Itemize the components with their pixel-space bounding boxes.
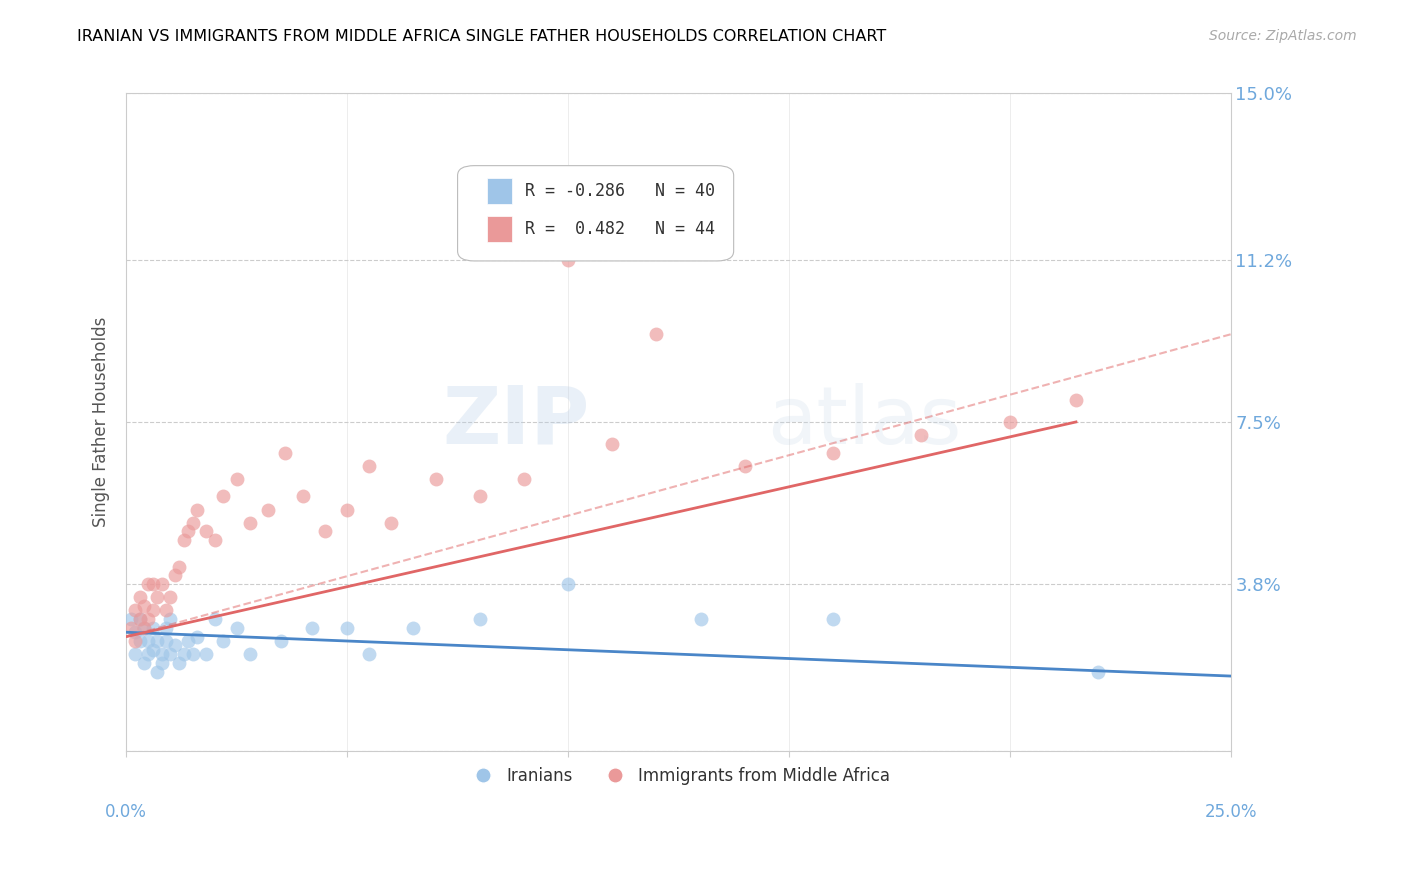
Point xyxy=(910,428,932,442)
Text: IRANIAN VS IMMIGRANTS FROM MIDDLE AFRICA SINGLE FATHER HOUSEHOLDS CORRELATION CH: IRANIAN VS IMMIGRANTS FROM MIDDLE AFRICA… xyxy=(77,29,887,44)
Point xyxy=(256,502,278,516)
Point xyxy=(163,568,186,582)
Text: ZIP: ZIP xyxy=(443,383,591,461)
Point xyxy=(181,516,204,530)
Text: atlas: atlas xyxy=(766,383,962,461)
Text: Source: ZipAtlas.com: Source: ZipAtlas.com xyxy=(1209,29,1357,43)
Point xyxy=(380,516,402,530)
Point xyxy=(314,524,336,539)
Point xyxy=(1064,392,1087,407)
Point xyxy=(155,621,177,635)
Point xyxy=(468,490,491,504)
Point xyxy=(173,647,195,661)
Point xyxy=(124,603,146,617)
Point xyxy=(212,634,235,648)
Bar xyxy=(488,178,512,204)
Point xyxy=(128,634,150,648)
Point xyxy=(186,630,208,644)
Point xyxy=(177,634,200,648)
Point xyxy=(124,647,146,661)
Point xyxy=(124,625,146,640)
Point xyxy=(734,458,756,473)
Point xyxy=(274,445,297,459)
Point xyxy=(150,656,173,670)
Point xyxy=(146,665,169,679)
Point xyxy=(998,415,1021,429)
Point xyxy=(225,472,247,486)
Point xyxy=(359,647,381,661)
Text: R = -0.286   N = 40: R = -0.286 N = 40 xyxy=(524,182,716,200)
Point xyxy=(204,612,226,626)
Point xyxy=(159,647,181,661)
Point xyxy=(169,656,191,670)
FancyBboxPatch shape xyxy=(457,166,734,261)
Point xyxy=(173,533,195,548)
Point xyxy=(132,621,155,635)
Point xyxy=(557,252,579,267)
Point xyxy=(181,647,204,661)
Point xyxy=(1087,665,1109,679)
Point xyxy=(468,612,491,626)
Point xyxy=(138,612,160,626)
Point xyxy=(513,472,536,486)
Point xyxy=(132,656,155,670)
Point xyxy=(138,647,160,661)
Point xyxy=(146,590,169,604)
Point xyxy=(177,524,200,539)
Point xyxy=(138,634,160,648)
Point xyxy=(142,577,165,591)
Point xyxy=(359,458,381,473)
Point xyxy=(194,524,217,539)
Point xyxy=(600,437,623,451)
Point xyxy=(132,621,155,635)
Point xyxy=(186,502,208,516)
Point xyxy=(645,327,668,342)
Text: R =  0.482   N = 44: R = 0.482 N = 44 xyxy=(524,219,716,238)
Y-axis label: Single Father Households: Single Father Households xyxy=(93,317,110,527)
Point xyxy=(270,634,292,648)
Point xyxy=(194,647,217,661)
Point xyxy=(150,647,173,661)
Point xyxy=(239,516,262,530)
Point xyxy=(212,490,235,504)
Point xyxy=(291,490,314,504)
Point xyxy=(204,533,226,548)
Point xyxy=(425,472,447,486)
Point xyxy=(336,621,359,635)
Point xyxy=(557,577,579,591)
Point xyxy=(336,502,359,516)
Point xyxy=(163,639,186,653)
Point xyxy=(239,647,262,661)
Point xyxy=(124,634,146,648)
Point xyxy=(150,577,173,591)
Point xyxy=(159,590,181,604)
Point xyxy=(142,642,165,657)
Point xyxy=(146,634,169,648)
Point xyxy=(821,445,844,459)
Point xyxy=(402,621,425,635)
Point xyxy=(138,577,160,591)
Point xyxy=(225,621,247,635)
Point xyxy=(142,621,165,635)
Point xyxy=(128,590,150,604)
Point xyxy=(120,621,142,635)
Point xyxy=(128,612,150,626)
Point xyxy=(169,559,191,574)
Bar xyxy=(488,216,512,242)
Point xyxy=(821,612,844,626)
Point xyxy=(128,612,150,626)
Point xyxy=(159,612,181,626)
Point xyxy=(132,599,155,613)
Point xyxy=(301,621,323,635)
Point xyxy=(155,634,177,648)
Text: 0.0%: 0.0% xyxy=(105,803,148,822)
Legend: Iranians, Immigrants from Middle Africa: Iranians, Immigrants from Middle Africa xyxy=(460,760,897,791)
Point xyxy=(155,603,177,617)
Text: 25.0%: 25.0% xyxy=(1205,803,1257,822)
Point xyxy=(689,612,711,626)
Point xyxy=(120,612,142,626)
Point xyxy=(142,603,165,617)
